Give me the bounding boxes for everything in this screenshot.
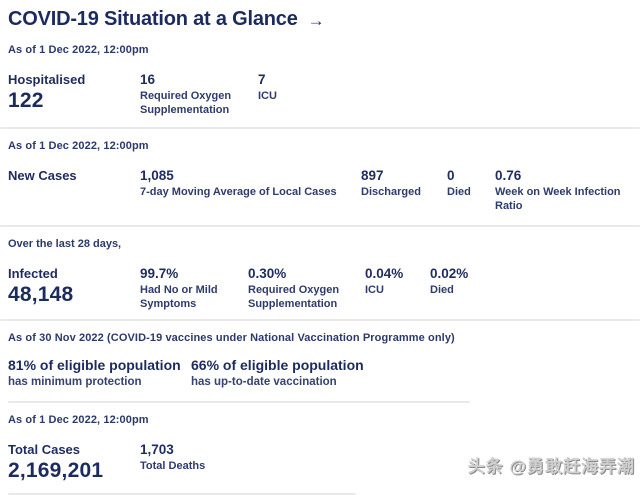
stat-icu: 7 ICU [258, 71, 277, 103]
divider [8, 401, 470, 403]
divider [0, 319, 640, 321]
asof-vaccination: As of 30 Nov 2022 (COVID-19 vaccines und… [8, 332, 455, 344]
hospitalised-row: Hospitalised 122 16 Required Oxygen Supp… [8, 71, 632, 117]
page-title-link[interactable]: COVID-19 Situation at a Glance → [8, 8, 632, 31]
stat-mild-symptoms-label: Had No or Mild Symptoms [140, 284, 218, 310]
page-title: COVID-19 Situation at a Glance [8, 8, 298, 30]
infected-row: Infected 48,148 99.7% Had No or Mild Sym… [8, 265, 632, 311]
stat-up-to-date-vaccination: 66% of eligible population has up-to-dat… [191, 357, 364, 390]
stat-oxygen-28d-value: 0.30% [248, 266, 287, 281]
total-cases-label: Total Cases [8, 442, 81, 457]
totals-row: Total Cases 2,169,201 1,703 Total Deaths [8, 441, 632, 483]
infected-label: Infected [8, 266, 58, 281]
asof-hospitalised: As of 1 Dec 2022, 12:00pm [8, 44, 149, 56]
stat-moving-average-value: 1,085 [140, 168, 174, 183]
stat-oxygen-label: Required Oxygen Supplementation [140, 90, 232, 116]
stat-icu-value: 7 [258, 72, 266, 87]
total-cases-headline: Total Cases 2,169,201 [8, 441, 140, 483]
stat-mild-symptoms: 99.7% Had No or Mild Symptoms [140, 265, 248, 311]
infected-headline: Infected 48,148 [8, 265, 140, 307]
stat-minimum-protection-sub: has minimum protection [8, 376, 142, 388]
stat-moving-average-label: 7-day Moving Average of Local Cases [140, 186, 337, 198]
stat-died-28d-value: 0.02% [430, 266, 469, 281]
stat-died-28d-label: Died [430, 284, 454, 296]
stat-discharged-value: 897 [361, 168, 384, 183]
asof-totals: As of 1 Dec 2022, 12:00pm [8, 414, 149, 426]
stat-oxygen-value: 16 [140, 72, 156, 87]
stat-icu-28d-value: 0.04% [365, 266, 404, 281]
hospitalised-value: 122 [8, 89, 44, 112]
stat-icu-28d-label: ICU [365, 284, 384, 296]
total-cases-value: 2,169,201 [8, 459, 104, 482]
stat-mild-symptoms-value: 99.7% [140, 266, 179, 281]
stat-total-deaths-value: 1,703 [140, 442, 174, 457]
stat-died: 0 Died [447, 167, 495, 199]
divider [0, 225, 640, 227]
stat-infection-ratio: 0.76 Week on Week Infection Ratio [495, 167, 635, 213]
vaccination-row: 81% of eligible population has minimum p… [8, 357, 632, 390]
stat-died-value: 0 [447, 168, 455, 183]
stat-died-label: Died [447, 186, 471, 198]
divider [0, 127, 640, 129]
stat-discharged: 897 Discharged [361, 167, 447, 199]
stat-died-28d: 0.02% Died [430, 265, 490, 297]
stat-infection-ratio-value: 0.76 [495, 168, 522, 183]
stat-total-deaths: 1,703 Total Deaths [140, 441, 205, 473]
stat-minimum-protection: 81% of eligible population has minimum p… [8, 357, 191, 390]
new-cases-row: New Cases 1,085 7-day Moving Average of … [8, 167, 632, 213]
stat-minimum-protection-headline: 81% of eligible population [8, 357, 181, 373]
asof-new-cases: As of 1 Dec 2022, 12:00pm [8, 140, 149, 152]
stat-moving-average: 1,085 7-day Moving Average of Local Case… [140, 167, 361, 199]
stat-oxygen: 16 Required Oxygen Supplementation [140, 71, 258, 117]
hospitalised-label: Hospitalised [8, 72, 86, 87]
stat-total-deaths-label: Total Deaths [140, 460, 206, 472]
period-infected: Over the last 28 days, [8, 238, 122, 250]
watermark: 头条 @勇敢赶海弄潮 [467, 457, 635, 476]
stat-oxygen-28d: 0.30% Required Oxygen Supplementation [248, 265, 365, 311]
stat-up-to-date-vaccination-headline: 66% of eligible population [191, 357, 364, 373]
new-cases-headline: New Cases [8, 167, 140, 184]
new-cases-label: New Cases [8, 168, 77, 183]
stat-icu-28d: 0.04% ICU [365, 265, 430, 297]
hospitalised-headline: Hospitalised 122 [8, 71, 140, 113]
arrow-right-icon[interactable]: → [307, 10, 325, 30]
stat-infection-ratio-label: Week on Week Infection Ratio [495, 186, 621, 212]
infected-value: 48,148 [8, 283, 74, 306]
stat-icu-label: ICU [258, 90, 277, 102]
stat-discharged-label: Discharged [361, 186, 421, 198]
stat-oxygen-28d-label: Required Oxygen Supplementation [248, 284, 340, 310]
stat-up-to-date-vaccination-sub: has up-to-date vaccination [191, 376, 337, 388]
